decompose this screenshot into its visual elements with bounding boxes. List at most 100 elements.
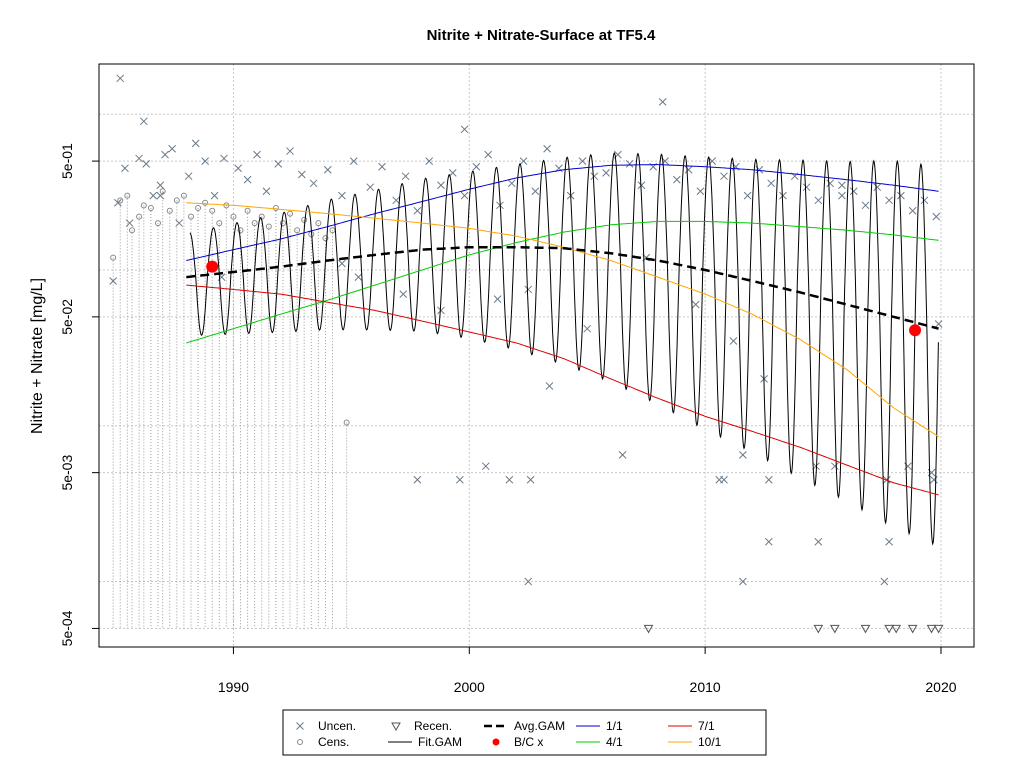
- x-mark-stroke: [720, 172, 728, 181]
- uncensored-point: [448, 169, 457, 177]
- legend-label: Recen.: [414, 719, 452, 733]
- x-mark-stroke: [672, 175, 681, 184]
- x-mark-stroke: [274, 159, 283, 168]
- x-mark-stroke: [767, 179, 776, 188]
- y-tick-label: 5e-04: [59, 610, 75, 646]
- x-mark-stroke: [109, 277, 118, 285]
- x-mark-stroke: [354, 273, 363, 281]
- uncensored-point: [583, 324, 592, 333]
- x-mark-stroke: [849, 187, 858, 196]
- uncensored-point: [802, 183, 811, 192]
- uncensored-point: [930, 475, 938, 484]
- x-mark-stroke: [401, 172, 410, 181]
- censored-point: [147, 204, 154, 211]
- x-mark-stroke: [814, 537, 823, 546]
- x-mark-stroke: [243, 175, 252, 184]
- uncensored-point: [175, 219, 184, 227]
- uncensored-point: [116, 74, 125, 83]
- uncensored-point: [897, 191, 905, 200]
- recensored-point: [813, 624, 824, 634]
- bc-point: [206, 260, 219, 273]
- x-mark-stroke: [437, 306, 445, 315]
- x-mark-stroke: [323, 165, 332, 174]
- uncensored-point: [543, 144, 551, 153]
- x-mark-stroke: [826, 179, 834, 188]
- bc-point: [909, 324, 922, 337]
- x-mark-stroke: [658, 98, 667, 106]
- legend-label: Avg.GAM: [514, 719, 565, 733]
- censored-point: [216, 220, 223, 227]
- uncensored-point: [460, 191, 469, 200]
- uncensored-point: [880, 577, 889, 586]
- uncensored-point: [413, 475, 422, 484]
- chart-title: Nitrite + Nitrate-Surface at TF5.4: [427, 27, 656, 44]
- uncensored-point: [873, 183, 882, 192]
- uncensored-point: [274, 159, 283, 168]
- x-mark-stroke: [602, 169, 610, 177]
- x-mark-stroke: [460, 125, 469, 134]
- uncensored-point: [743, 191, 752, 200]
- x-mark-stroke: [161, 150, 169, 159]
- uncensored-point: [729, 337, 738, 345]
- legend-symbol-uncen: [296, 722, 304, 730]
- uncensored-point: [413, 206, 422, 215]
- x-tick-label: 2010: [690, 679, 721, 695]
- uncensored-point: [338, 191, 346, 200]
- x-mark-stroke: [543, 144, 551, 153]
- uncensored-point: [578, 157, 587, 165]
- x-mark-stroke: [297, 170, 306, 179]
- x-mark-stroke: [764, 475, 773, 484]
- x-mark-stroke: [885, 537, 893, 546]
- uncensored-point: [149, 191, 158, 200]
- uncensored-point: [602, 169, 610, 177]
- x-mark-stroke: [338, 191, 346, 200]
- uncensored-point: [519, 157, 528, 165]
- uncensored-point: [531, 187, 540, 196]
- censored-point: [154, 220, 161, 227]
- uncensored-point: [201, 157, 209, 165]
- legend: Uncen. Cens. Recen. Fit.GAM Avg.GAM B/C x 1/1 4…: [282, 709, 767, 756]
- x-mark-stroke: [720, 475, 728, 484]
- x-mark-stroke: [696, 187, 705, 196]
- x-mark-stroke: [743, 191, 752, 200]
- uncensored-point: [243, 175, 252, 184]
- recensored-point: [643, 624, 654, 634]
- uncensored-point: [156, 181, 165, 190]
- uncensored-point: [378, 162, 386, 171]
- x-mark-stroke: [201, 157, 209, 165]
- uncensored-point: [392, 196, 401, 205]
- uncensored-point: [526, 475, 535, 484]
- x-mark-stroke: [253, 150, 261, 159]
- x-mark-stroke: [934, 320, 943, 328]
- uncensored-point: [625, 159, 634, 168]
- x-mark-stroke: [583, 324, 592, 333]
- x-mark-stroke: [507, 179, 516, 188]
- uncensored-point: [437, 181, 445, 190]
- uncensored-point: [885, 196, 893, 205]
- uncensored-point: [234, 164, 243, 173]
- x-mark-stroke: [296, 722, 304, 730]
- fit-gam-path: [189, 151, 939, 546]
- uncensored-point: [472, 162, 481, 171]
- x-mark-stroke: [861, 201, 870, 210]
- uncensored-point: [354, 273, 363, 281]
- x-mark-stroke: [234, 164, 243, 173]
- x-mark-stroke: [897, 191, 905, 200]
- uncensored-point: [830, 462, 839, 471]
- censored-point: [287, 210, 294, 217]
- series-line-4-1: [186, 220, 939, 344]
- x-mark-stroke: [413, 475, 422, 484]
- x-mark-stroke: [691, 300, 700, 309]
- censored-point: [195, 204, 202, 211]
- uncensored-point: [764, 475, 773, 484]
- x-mark-stroke: [460, 191, 469, 200]
- x-mark-stroke: [338, 259, 346, 268]
- uncensored-point: [220, 154, 228, 163]
- x-mark-stroke: [116, 74, 125, 83]
- x-mark-stroke: [121, 164, 129, 173]
- x-mark-stroke: [618, 451, 627, 459]
- x-mark-stroke: [425, 157, 434, 165]
- uncensored-point: [739, 577, 747, 586]
- uncensored-point: [125, 219, 134, 227]
